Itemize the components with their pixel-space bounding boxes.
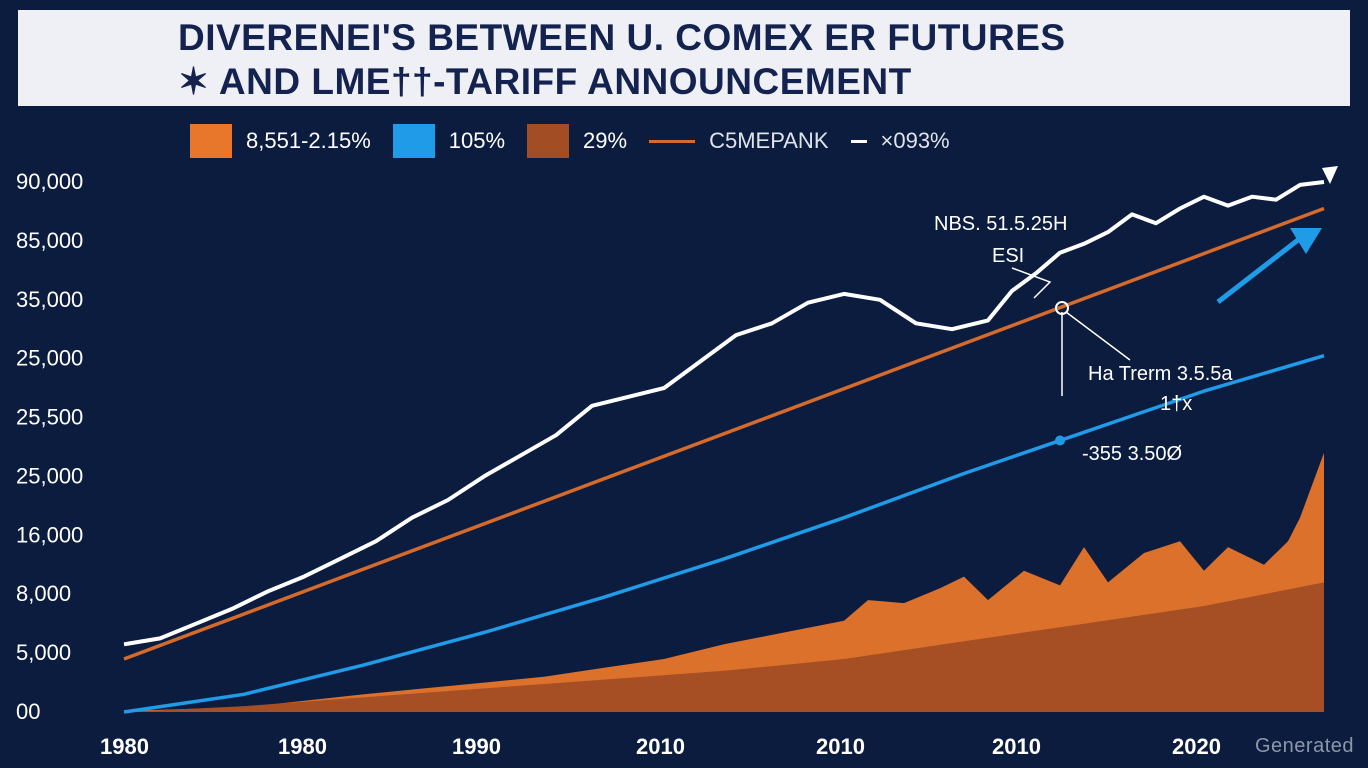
title-banner: DIVERENEI'S BETWEEN U. COMEX ER FUTURES … xyxy=(18,10,1350,106)
blue-arrow-head xyxy=(1290,228,1322,254)
legend-label: ×093% xyxy=(880,128,950,153)
x-tick-label: 1980 xyxy=(278,734,327,759)
legend-line-orange xyxy=(649,139,696,143)
annotation-leader xyxy=(1065,311,1131,361)
x-tick-label: 2020 xyxy=(1172,734,1221,759)
annotation-text: Ha Trerm 3.5.5a xyxy=(1088,363,1233,385)
line-series xyxy=(123,180,1325,714)
line-series-2 xyxy=(123,354,1325,714)
y-tick-label: 35,000 xyxy=(16,287,83,312)
x-tick-label: 1990 xyxy=(452,734,501,759)
watermark-text: Generated xyxy=(1254,735,1354,757)
legend-label: 8,551-2.15% xyxy=(246,128,371,153)
legend-item-trendline: C5MEPANK xyxy=(649,128,829,154)
y-tick-label: 25,000 xyxy=(16,346,83,371)
y-tick-label: 8,000 xyxy=(16,581,71,606)
y-tick-label: 85,000 xyxy=(16,228,83,253)
annotations: NBS. 51.5.25H ESI Ha Trerm 3.5.5a 1†x -355 3… xyxy=(934,213,1233,465)
legend-item-brown: 29% xyxy=(527,124,627,158)
y-tick-label: 5,000 xyxy=(16,640,71,665)
annotation-text: NBS. 51.5.25H xyxy=(934,213,1067,235)
legend-item-orange: 8,551-2.15% xyxy=(190,124,371,158)
legend-item-white: ×093% xyxy=(850,128,950,154)
annotation-text: ESI xyxy=(992,245,1024,267)
annotation-text: 1†x xyxy=(1160,393,1192,415)
legend-swatch-orange xyxy=(190,124,232,158)
legend-label: 29% xyxy=(583,128,628,153)
x-tick-label: 2010 xyxy=(992,734,1041,759)
y-tick-label: 25,000 xyxy=(16,463,83,488)
legend-label: C5MEPANK xyxy=(709,128,829,153)
white-arrow-head xyxy=(1322,166,1338,184)
chart-title-line-2: ✶ AND LME††-TARIFF ANNOUNCEMENT xyxy=(178,61,912,102)
blue-arrow-shaft xyxy=(1216,238,1300,304)
y-tick-label: 90,000 xyxy=(16,169,83,194)
x-tick-label: 1980 xyxy=(100,734,149,759)
annotation-leader xyxy=(1011,267,1052,299)
line-series-1 xyxy=(123,206,1325,661)
x-tick-label: 2010 xyxy=(636,734,685,759)
chart-title-line-1: DIVERENEI'S BETWEEN U. COMEX ER FUTURES xyxy=(178,17,1066,58)
legend-swatch-blue xyxy=(392,124,435,158)
y-tick-label: 00 xyxy=(16,699,40,724)
area-series xyxy=(124,452,1324,712)
x-axis-ticks: 1980 1980 1990 2010 2010 2010 2020 xyxy=(100,734,1221,759)
y-tick-label: 16,000 xyxy=(16,522,83,547)
chart-legend: 8,551-2.15% 105% 29% C5MEPANK ×093% xyxy=(190,123,972,159)
legend-label: 105% xyxy=(448,128,506,153)
annotation-text: -355 3.50Ø xyxy=(1082,443,1182,465)
legend-swatch-brown xyxy=(527,124,570,158)
legend-line-white xyxy=(850,139,867,143)
blue-data-point xyxy=(1055,435,1065,446)
y-axis-ticks: 90,000 85,000 35,000 25,000 25,500 25,000 16,0… xyxy=(16,169,83,724)
line-series-0 xyxy=(123,180,1325,647)
legend-item-blue: 105% xyxy=(392,124,506,158)
trend-arrows xyxy=(1216,166,1338,304)
x-tick-label: 2010 xyxy=(816,734,865,759)
y-tick-label: 25,500 xyxy=(16,405,83,430)
area-series-4 xyxy=(124,582,1324,712)
